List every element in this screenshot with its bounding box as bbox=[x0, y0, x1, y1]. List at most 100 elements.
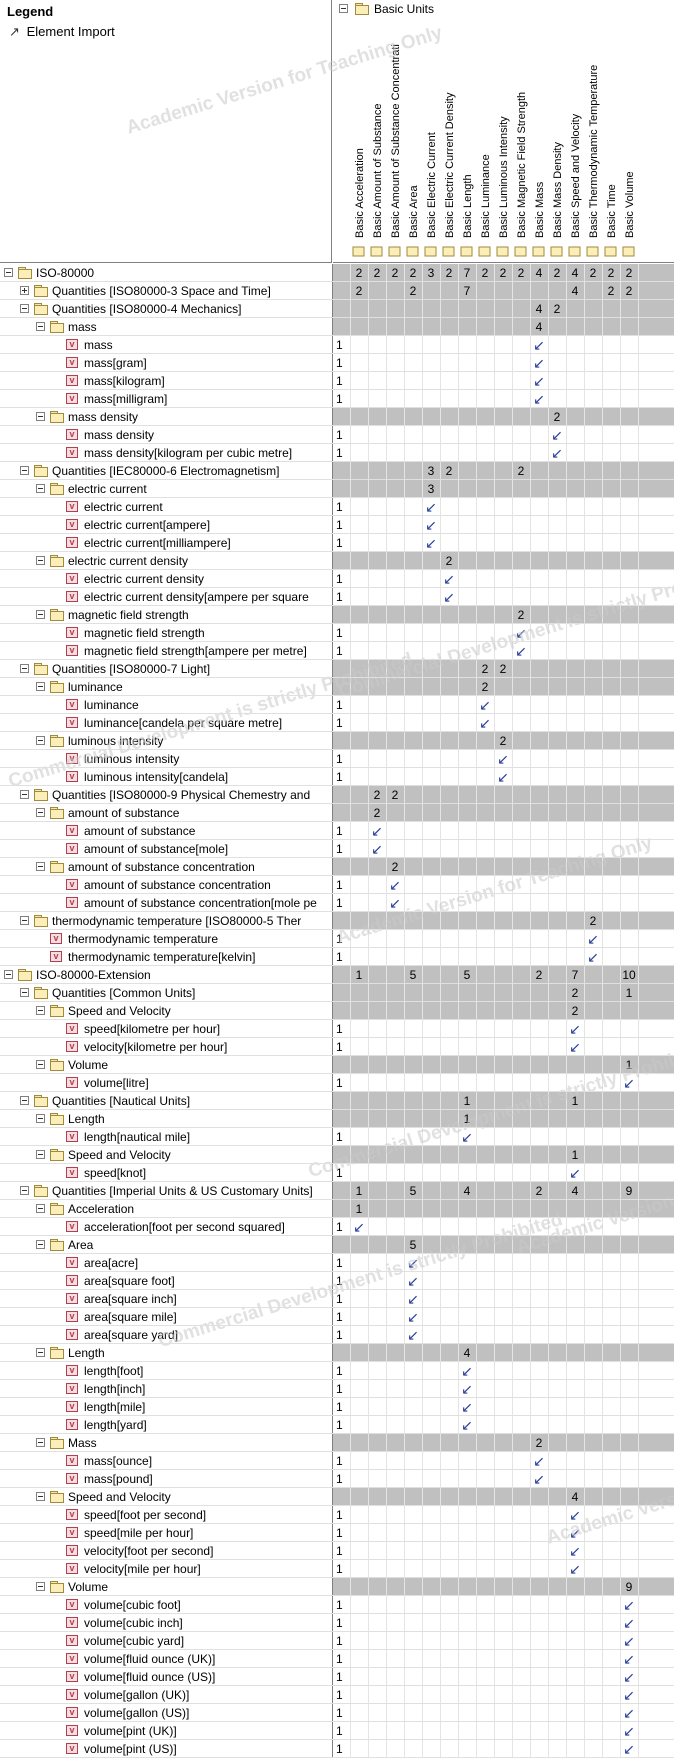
element-import-arrow-icon[interactable]: ↙ bbox=[569, 1543, 581, 1559]
matrix-count-cell[interactable]: 1 bbox=[336, 1400, 343, 1414]
matrix-count-cell[interactable]: 1 bbox=[336, 644, 343, 658]
matrix-count-cell[interactable]: 1 bbox=[336, 500, 343, 514]
column-header-label[interactable]: Basic Mass Density bbox=[552, 142, 564, 238]
element-import-arrow-icon[interactable]: ↙ bbox=[623, 1669, 635, 1685]
element-import-arrow-icon[interactable]: ↙ bbox=[569, 1561, 581, 1577]
tree-row[interactable]: ISO-80000 bbox=[0, 264, 332, 282]
matrix-count-cell[interactable]: 1 bbox=[571, 1148, 579, 1162]
tree-row[interactable]: v magnetic field strength bbox=[0, 624, 332, 642]
collapse-icon[interactable] bbox=[4, 268, 13, 277]
collapse-icon[interactable] bbox=[20, 916, 29, 925]
tree-row[interactable]: v velocity[foot per second] bbox=[0, 1542, 332, 1560]
collapse-icon[interactable] bbox=[36, 322, 45, 331]
collapse-icon[interactable] bbox=[36, 1348, 45, 1357]
tree-row[interactable]: Acceleration bbox=[0, 1200, 332, 1218]
tree-row[interactable]: v luminance bbox=[0, 696, 332, 714]
matrix-count-cell[interactable]: 1 bbox=[336, 392, 343, 406]
matrix-count-cell[interactable]: 1 bbox=[336, 1040, 343, 1054]
matrix-count-cell[interactable]: 1 bbox=[355, 968, 363, 982]
element-import-arrow-icon[interactable]: ↙ bbox=[623, 1687, 635, 1703]
tree-row[interactable]: Volume bbox=[0, 1578, 332, 1596]
tree-row[interactable]: v amount of substance[mole] bbox=[0, 840, 332, 858]
tree-row[interactable]: v amount of substance concentration[mole … bbox=[0, 894, 332, 912]
collapse-icon[interactable] bbox=[20, 466, 29, 475]
column-header-label[interactable]: Basic Mass bbox=[534, 181, 546, 238]
matrix-count-cell[interactable]: 1 bbox=[336, 932, 343, 946]
matrix-count-cell[interactable]: 2 bbox=[373, 266, 381, 280]
tree-row[interactable]: v mass density[kilogram per cubic metre] bbox=[0, 444, 332, 462]
matrix-count-cell[interactable]: 7 bbox=[463, 266, 471, 280]
matrix-count-cell[interactable]: 1 bbox=[336, 1688, 343, 1702]
tree-row[interactable]: v thermodynamic temperature[kelvin] bbox=[0, 948, 332, 966]
matrix-count-cell[interactable]: 2 bbox=[571, 986, 579, 1000]
matrix-count-cell[interactable]: 2 bbox=[517, 464, 525, 478]
expand-icon[interactable] bbox=[20, 286, 29, 295]
matrix-count-cell[interactable]: 7 bbox=[571, 968, 579, 982]
matrix-count-cell[interactable]: 1 bbox=[336, 1472, 343, 1486]
tree-row[interactable]: magnetic field strength bbox=[0, 606, 332, 624]
collapse-icon[interactable] bbox=[36, 556, 45, 565]
tree-row[interactable]: Speed and Velocity bbox=[0, 1146, 332, 1164]
tree-row[interactable]: v volume[pint (UK)] bbox=[0, 1722, 332, 1740]
tree-row[interactable]: v luminous intensity[candela] bbox=[0, 768, 332, 786]
matrix-count-cell[interactable]: 1 bbox=[336, 716, 343, 730]
collapse-icon[interactable] bbox=[36, 1150, 45, 1159]
tree-row[interactable]: v mass[kilogram] bbox=[0, 372, 332, 390]
tree-row[interactable]: Speed and Velocity bbox=[0, 1002, 332, 1020]
tree-row[interactable]: Speed and Velocity bbox=[0, 1488, 332, 1506]
matrix-count-cell[interactable]: 5 bbox=[409, 1238, 417, 1252]
element-import-arrow-icon[interactable]: ↙ bbox=[623, 1705, 635, 1721]
matrix-count-cell[interactable]: 2 bbox=[517, 608, 525, 622]
element-import-arrow-icon[interactable]: ↙ bbox=[569, 1039, 581, 1055]
element-import-arrow-icon[interactable]: ↙ bbox=[425, 499, 437, 515]
matrix-count-cell[interactable]: 4 bbox=[463, 1184, 471, 1198]
element-import-arrow-icon[interactable]: ↙ bbox=[623, 1597, 635, 1613]
matrix-count-cell[interactable]: 4 bbox=[571, 1490, 579, 1504]
column-header-label[interactable]: Basic Amount of Substance bbox=[372, 103, 384, 238]
matrix-count-cell[interactable]: 2 bbox=[445, 554, 453, 568]
column-header-label[interactable]: Basic Electric Current bbox=[426, 132, 438, 238]
collapse-icon[interactable] bbox=[36, 1582, 45, 1591]
collapse-icon[interactable] bbox=[20, 988, 29, 997]
matrix-count-cell[interactable]: 1 bbox=[336, 1706, 343, 1720]
matrix-count-cell[interactable]: 2 bbox=[391, 266, 399, 280]
matrix-count-cell[interactable]: 2 bbox=[355, 266, 363, 280]
element-import-arrow-icon[interactable]: ↙ bbox=[533, 1453, 545, 1469]
element-import-arrow-icon[interactable]: ↙ bbox=[407, 1273, 419, 1289]
matrix-count-cell[interactable]: 1 bbox=[336, 1598, 343, 1612]
collapse-icon[interactable] bbox=[36, 1060, 45, 1069]
matrix-count-cell[interactable]: 1 bbox=[336, 428, 343, 442]
matrix-count-cell[interactable]: 1 bbox=[336, 590, 343, 604]
matrix-count-cell[interactable]: 1 bbox=[336, 1670, 343, 1684]
element-import-arrow-icon[interactable]: ↙ bbox=[569, 1165, 581, 1181]
element-import-arrow-icon[interactable]: ↙ bbox=[461, 1417, 473, 1433]
matrix-count-cell[interactable]: 9 bbox=[625, 1580, 633, 1594]
collapse-icon[interactable] bbox=[36, 1438, 45, 1447]
matrix-count-cell[interactable]: 2 bbox=[625, 266, 633, 280]
element-import-arrow-icon[interactable]: ↙ bbox=[569, 1507, 581, 1523]
column-header-label[interactable]: Basic Thermodynamic Temperature bbox=[588, 65, 600, 238]
matrix-count-cell[interactable]: 1 bbox=[336, 1562, 343, 1576]
tree-row[interactable]: v mass[ounce] bbox=[0, 1452, 332, 1470]
element-import-arrow-icon[interactable]: ↙ bbox=[623, 1633, 635, 1649]
matrix-count-cell[interactable]: 1 bbox=[336, 518, 343, 532]
tree-row[interactable]: Quantities [Imperial Units & US Customar… bbox=[0, 1182, 332, 1200]
matrix-count-cell[interactable]: 1 bbox=[336, 770, 343, 784]
tree-row[interactable]: v mass[pound] bbox=[0, 1470, 332, 1488]
element-import-arrow-icon[interactable]: ↙ bbox=[389, 877, 401, 893]
tree-row[interactable]: v length[mile] bbox=[0, 1398, 332, 1416]
tree-row[interactable]: Area bbox=[0, 1236, 332, 1254]
tree-row[interactable]: Quantities [Nautical Units] bbox=[0, 1092, 332, 1110]
column-header-label[interactable]: Basic Luminance bbox=[480, 154, 492, 238]
matrix-count-cell[interactable]: 1 bbox=[625, 986, 633, 1000]
matrix-count-cell[interactable]: 2 bbox=[481, 680, 489, 694]
matrix-count-cell[interactable]: 2 bbox=[391, 860, 399, 874]
element-import-arrow-icon[interactable]: ↙ bbox=[623, 1741, 635, 1757]
collapse-icon[interactable] bbox=[20, 790, 29, 799]
matrix-count-cell[interactable]: 3 bbox=[427, 482, 435, 496]
matrix-count-cell[interactable]: 1 bbox=[336, 1724, 343, 1738]
tree-row[interactable]: v length[yard] bbox=[0, 1416, 332, 1434]
matrix-count-cell[interactable]: 4 bbox=[571, 1184, 579, 1198]
tree-row[interactable]: thermodynamic temperature [ISO80000-5 Th… bbox=[0, 912, 332, 930]
element-import-arrow-icon[interactable]: ↙ bbox=[587, 931, 599, 947]
